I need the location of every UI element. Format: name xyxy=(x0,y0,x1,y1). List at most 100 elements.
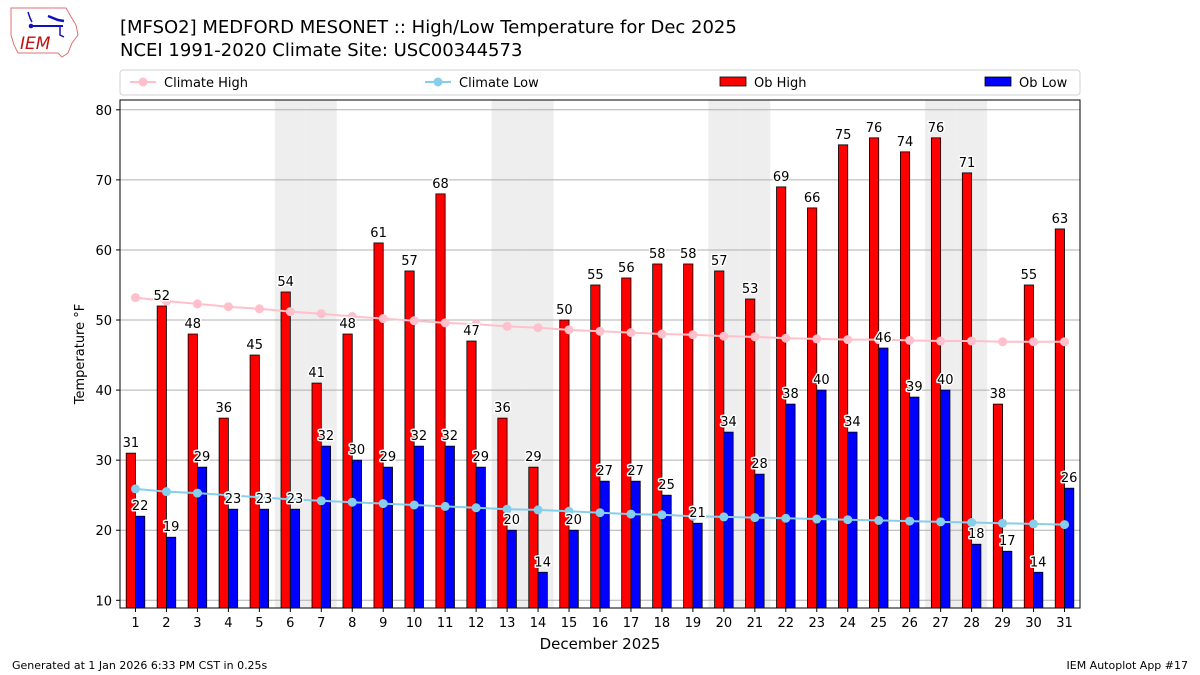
data-label-ob-low: 17 xyxy=(999,534,1016,549)
marker-climate-high xyxy=(254,304,264,314)
data-label-ob-low: 18 xyxy=(968,527,985,542)
legend-label: Ob Low xyxy=(1019,76,1068,91)
x-tick-label: 21 xyxy=(747,616,764,631)
chart-subtitle: NCEI 1991-2020 Climate Site: USC00344573 xyxy=(120,40,523,61)
data-label-ob-high: 48 xyxy=(185,317,202,332)
marker-climate-high xyxy=(440,318,450,328)
bar-ob-high xyxy=(961,172,973,609)
x-tick-label: 16 xyxy=(592,616,609,631)
bar-ob-high xyxy=(342,333,353,609)
data-label-ob-high: 76 xyxy=(866,121,883,136)
marker-climate-high xyxy=(719,331,729,341)
marker-climate-high xyxy=(998,337,1008,347)
marker-climate-low xyxy=(967,518,977,528)
marker-climate-low xyxy=(440,501,450,511)
bar-ob-high xyxy=(373,242,384,609)
x-tick-label: 12 xyxy=(468,616,485,631)
marker-climate-low xyxy=(688,511,698,521)
marker-climate-high xyxy=(285,307,295,317)
data-label-ob-high: 75 xyxy=(835,128,852,143)
marker-climate-high xyxy=(750,332,760,342)
bar-ob-high xyxy=(528,466,539,609)
data-label-ob-low: 29 xyxy=(473,450,490,465)
data-label-ob-low: 20 xyxy=(565,513,582,528)
x-tick-label: 14 xyxy=(530,616,547,631)
data-label-ob-high: 50 xyxy=(556,303,573,318)
bar-ob-high xyxy=(125,452,136,609)
legend-marker-1 xyxy=(433,77,443,87)
marker-climate-low xyxy=(192,488,202,498)
legend-marker-0 xyxy=(138,77,148,87)
x-tick-label: 23 xyxy=(809,616,826,631)
marker-climate-low xyxy=(378,499,388,509)
y-tick-label: 60 xyxy=(95,244,112,259)
bar-ob-low xyxy=(258,508,270,609)
bar-ob-low xyxy=(1002,550,1013,609)
x-tick-label: 7 xyxy=(317,616,325,631)
marker-climate-low xyxy=(223,490,233,500)
data-label-ob-high: 58 xyxy=(649,247,666,262)
marker-climate-low xyxy=(781,513,791,523)
data-label-ob-low: 22 xyxy=(132,499,149,514)
data-label-ob-high: 29 xyxy=(525,450,542,465)
marker-climate-high xyxy=(533,323,543,333)
bar-ob-high xyxy=(621,277,632,609)
marker-climate-low xyxy=(316,496,326,506)
bar-ob-high xyxy=(559,319,570,609)
bar-ob-high xyxy=(435,193,446,609)
x-tick-label: 6 xyxy=(286,616,294,631)
marker-climate-low xyxy=(254,492,264,502)
legend-label: Climate Low xyxy=(459,76,539,91)
bar-ob-high xyxy=(311,382,322,609)
marker-climate-low xyxy=(285,494,295,504)
x-tick-label: 28 xyxy=(963,616,980,631)
marker-climate-low xyxy=(719,512,729,522)
bar-ob-low xyxy=(754,473,765,609)
bar-ob-low xyxy=(413,445,424,609)
marker-climate-high xyxy=(843,335,853,345)
data-label-ob-low: 30 xyxy=(349,443,366,458)
bar-ob-high xyxy=(249,354,260,609)
data-label-ob-low: 46 xyxy=(875,331,892,346)
marker-climate-low xyxy=(130,484,140,494)
bar-ob-low xyxy=(351,459,362,609)
data-label-ob-high: 45 xyxy=(246,338,263,353)
data-label-ob-low: 27 xyxy=(596,464,613,479)
x-tick-label: 13 xyxy=(499,616,516,631)
marker-climate-high xyxy=(688,330,698,340)
bar-ob-low xyxy=(1064,487,1075,609)
x-tick-label: 9 xyxy=(379,616,387,631)
data-label-ob-low: 32 xyxy=(318,429,335,444)
data-label-ob-low: 34 xyxy=(720,415,737,430)
legend-box xyxy=(119,69,1081,96)
iem-logo: IEM xyxy=(8,5,80,59)
marker-climate-low xyxy=(161,487,171,497)
marker-climate-low xyxy=(347,497,357,507)
marker-climate-high xyxy=(812,334,822,344)
marker-climate-low xyxy=(564,506,574,516)
data-label-ob-high: 53 xyxy=(742,282,759,297)
app-note: IEM Autoplot App #17 xyxy=(1066,659,1189,672)
data-label-ob-high: 31 xyxy=(123,436,140,451)
bar-ob-low xyxy=(197,466,208,609)
marker-climate-high xyxy=(347,312,357,322)
marker-climate-high xyxy=(1029,337,1039,347)
marker-climate-low xyxy=(471,503,481,513)
bar-ob-high xyxy=(156,305,167,609)
data-label-ob-low: 29 xyxy=(194,450,211,465)
marker-climate-low xyxy=(750,513,760,523)
bar-ob-low xyxy=(909,396,920,609)
bar-ob-high xyxy=(869,137,880,609)
bar-ob-high xyxy=(992,403,1003,609)
logo-text: IEM xyxy=(20,34,51,54)
data-label-ob-low: 26 xyxy=(1061,471,1078,486)
data-label-ob-high: 36 xyxy=(494,401,511,416)
bar-ob-low xyxy=(785,403,796,609)
marker-climate-high xyxy=(409,316,419,326)
x-tick-label: 18 xyxy=(654,616,671,631)
data-label-ob-high: 54 xyxy=(277,275,294,290)
marker-climate-high xyxy=(781,333,791,343)
data-label-ob-high: 66 xyxy=(804,191,821,206)
marker-climate-low xyxy=(1060,520,1070,530)
data-label-ob-high: 71 xyxy=(959,156,976,171)
